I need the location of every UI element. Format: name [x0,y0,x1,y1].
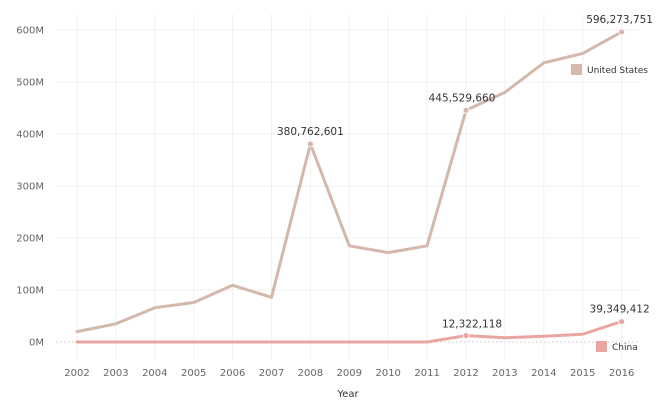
data-label: 445,529,660 [429,92,496,104]
x-tick-label: 2003 [103,368,128,379]
x-tick-label: 2010 [375,368,400,379]
data-label: 596,273,751 [586,14,653,26]
x-tick-label: 2013 [492,368,517,379]
series-layer [75,30,624,344]
label-layer: 380,762,601 445,529,660 596,273,751 12,322,… [277,14,653,339]
data-point-marker [462,332,470,339]
x-tick-label: 2016 [609,368,634,379]
x-tick-label: 2009 [337,368,362,379]
series-line-china [75,320,624,344]
series-line-united-states [75,30,624,334]
x-tick-label: 2004 [142,368,167,379]
x-tick-label: 2002 [64,368,89,379]
y-tick-label: 300M [16,182,44,193]
legend-layer: United States China [571,64,648,353]
data-point-marker [306,140,314,148]
x-tick-label: 2015 [570,368,595,379]
y-tick-label: 100M [16,286,44,297]
x-tick-label: 2006 [220,368,245,379]
data-label: 39,349,412 [590,304,650,316]
y-tick-label: 500M [16,78,44,89]
x-tick-label: 2005 [181,368,206,379]
data-label: 12,322,118 [442,319,502,331]
data-point-marker [462,106,470,114]
x-tick-label: 2012 [453,368,478,379]
y-tick-label: 400M [16,130,44,141]
y-tick-label: 600M [16,26,44,37]
x-axis-title: Year [336,389,359,400]
y-tick-label: 200M [16,234,44,245]
x-tick-label: 2008 [298,368,323,379]
data-point-marker [618,318,625,325]
y-tick-label: 0M [29,338,44,349]
legend-swatch [596,341,607,352]
x-tick-label: 2007 [259,368,284,379]
grid-layer [56,14,640,360]
data-label: 380,762,601 [277,126,344,138]
axis-layer: 0M 100M 200M 300M 400M 500M 600M 2002 2003 2004 20… [16,26,634,380]
data-point-marker [618,28,625,36]
legend-label: China [612,343,638,353]
legend-label: United States [587,66,648,76]
x-tick-label: 2011 [414,368,439,379]
x-tick-label: 2014 [531,368,556,379]
legend-swatch [571,64,582,75]
